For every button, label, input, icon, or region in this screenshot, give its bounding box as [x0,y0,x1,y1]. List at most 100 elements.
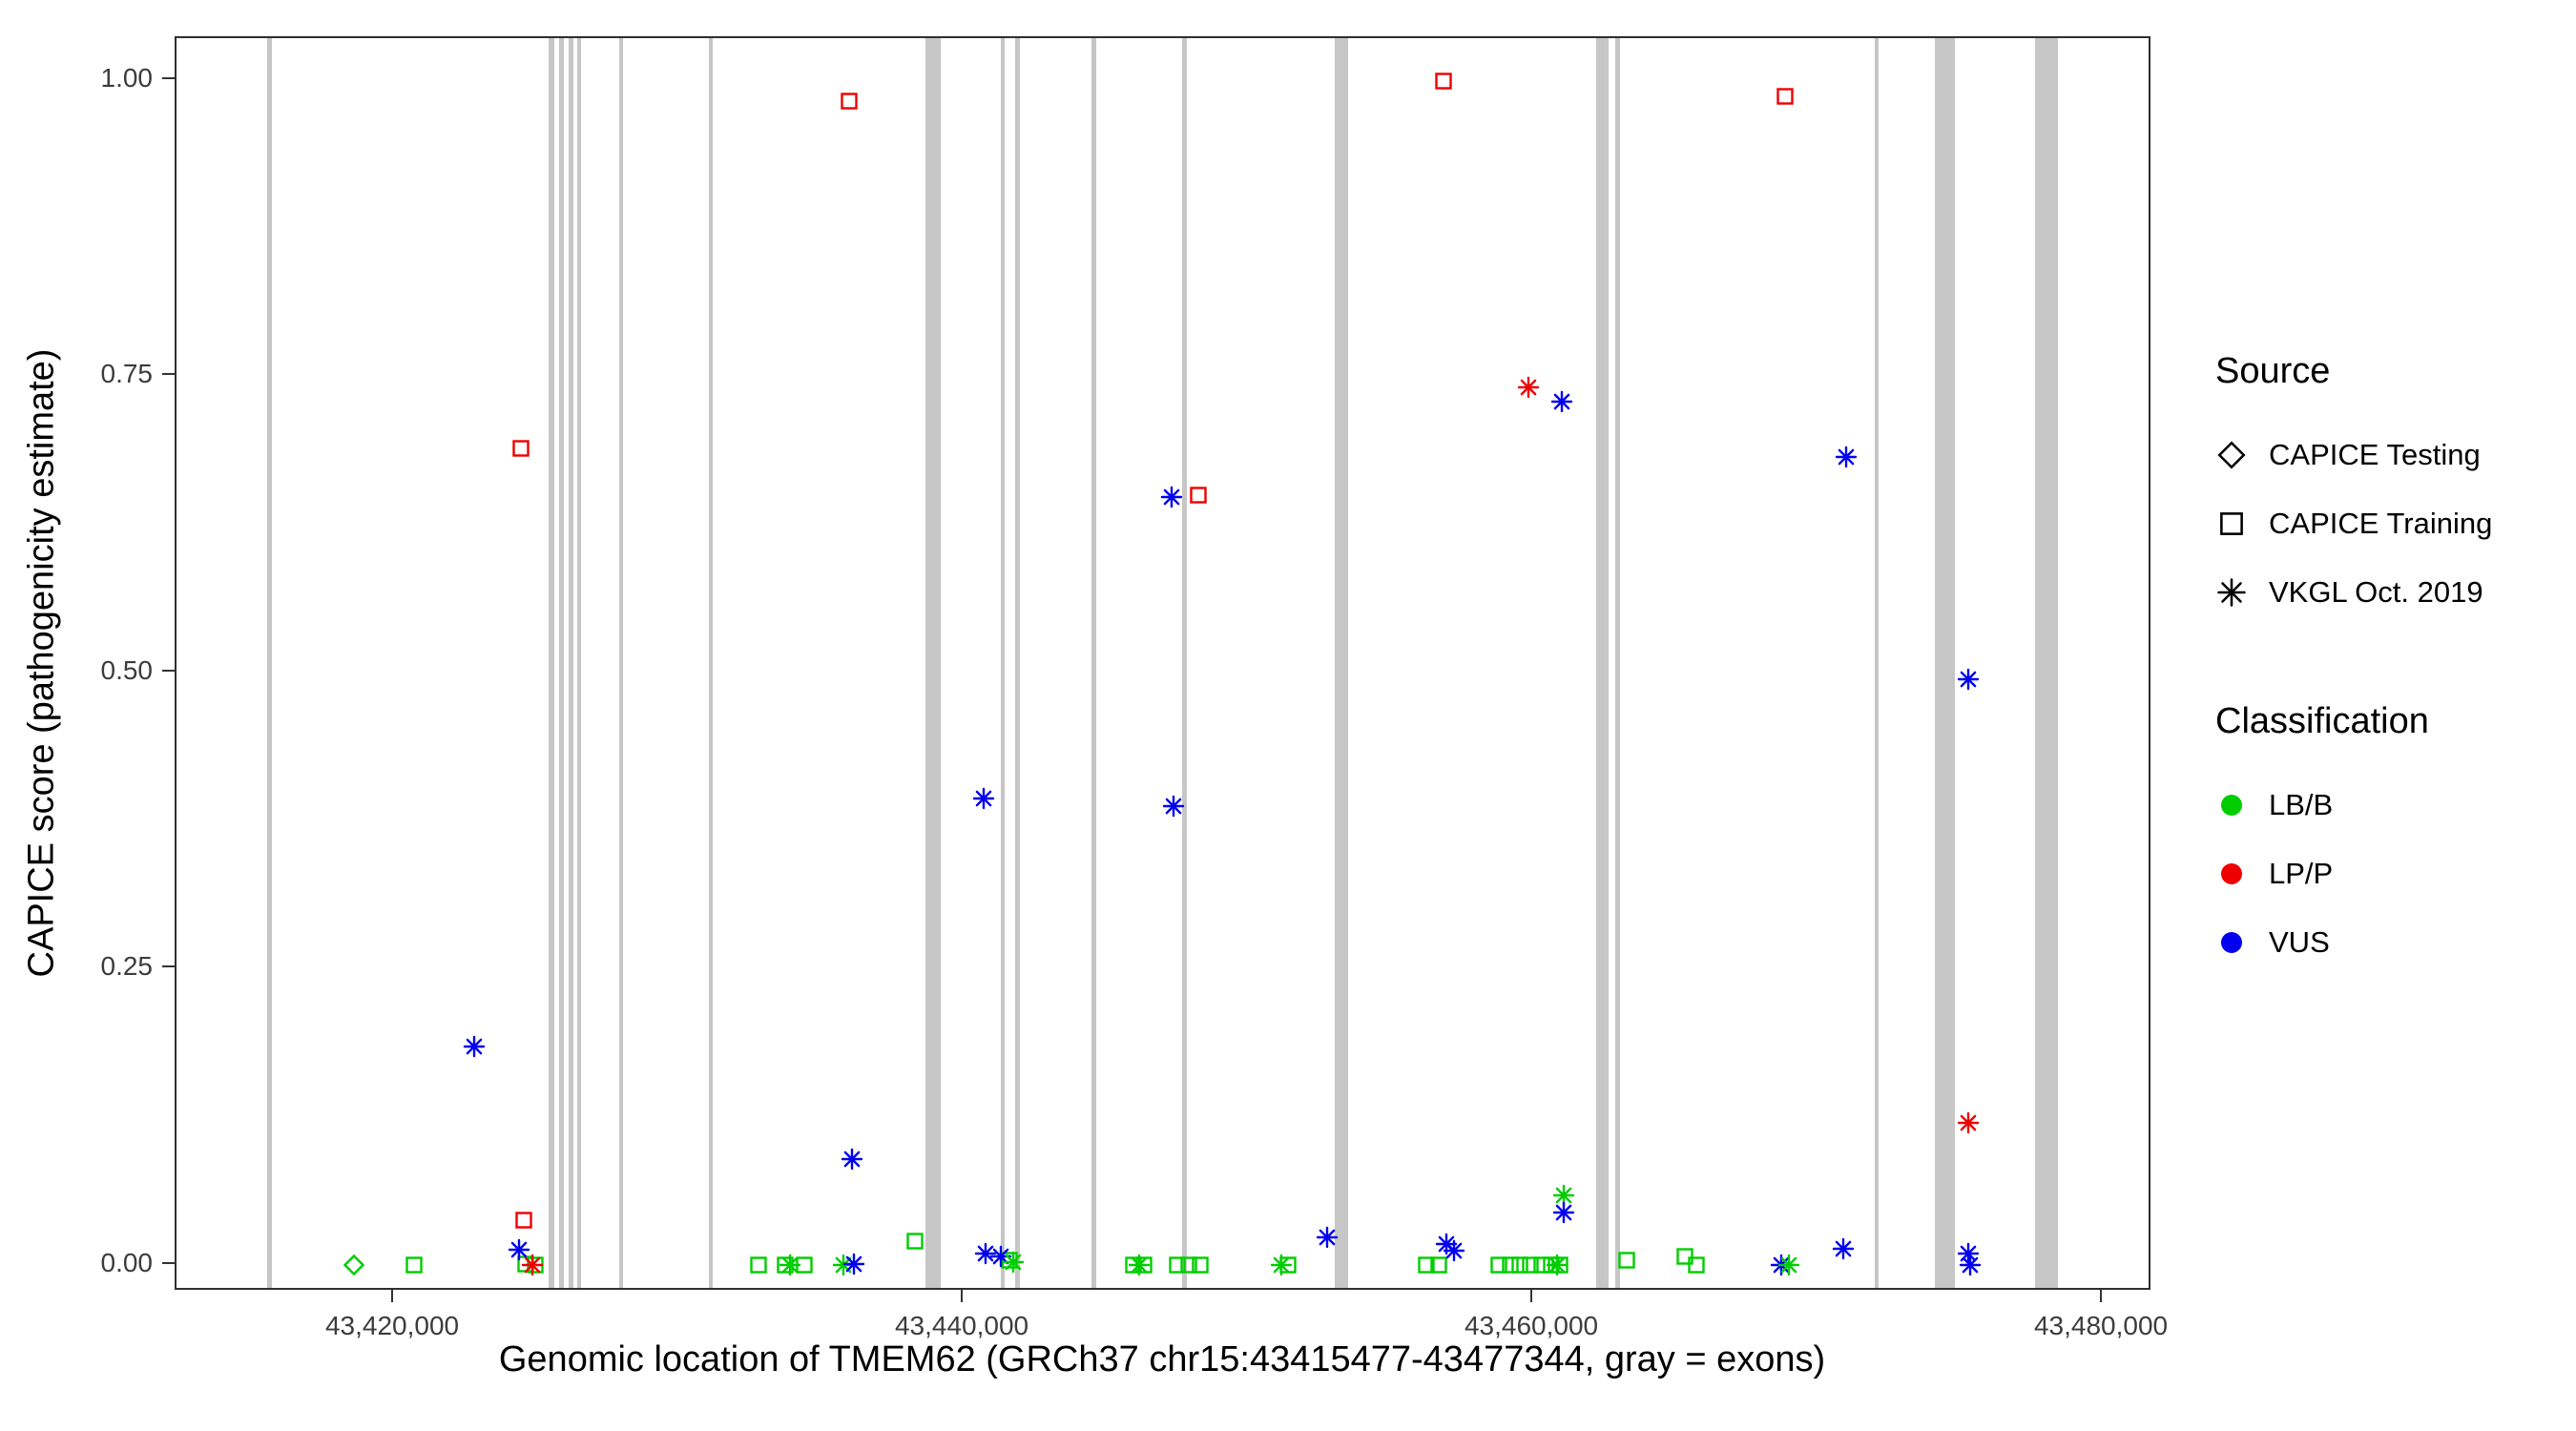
asterisk-icon [2215,576,2248,609]
data-point [343,1254,365,1276]
data-point [1128,1254,1151,1276]
data-point [904,1230,926,1253]
x-axis-tick [961,1290,964,1302]
y-axis-tick [162,965,175,968]
diamond-icon [2215,439,2248,471]
data-point [1122,1254,1145,1276]
data-point [1552,1184,1575,1207]
y-axis-tick [162,76,175,79]
data-point [1189,1254,1212,1276]
data-point [1160,486,1183,508]
data-point [1177,1254,1200,1276]
exon-bar [1000,38,1006,1288]
data-point [1499,1254,1522,1276]
data-point [1832,1237,1855,1260]
data-point [779,1254,801,1276]
y-axis-tick-label: 0.25 [100,951,154,982]
data-point [1132,1254,1155,1276]
blue-dot-icon [2215,926,2248,959]
exon-bar [558,38,564,1288]
data-point [1777,1254,1800,1276]
legend-label-vus: VUS [2269,925,2330,959]
plot-panel [175,36,2150,1290]
data-point [1685,1254,1708,1276]
exon-bar [708,38,714,1288]
exon-bar [569,38,573,1288]
data-point [1487,1254,1510,1276]
exon-bar [1934,38,1955,1288]
data-point [842,1253,865,1275]
data-point [512,1209,535,1232]
data-point [1432,70,1455,93]
red-dot-icon [2215,858,2248,890]
legend-item-lpp: LP/P [2215,840,2570,908]
legend-label-vkgl: VKGL Oct. 2019 [2269,575,2483,609]
legend-label-lbb: LB/B [2269,788,2334,821]
legend-item-lbb: LB/B [2215,771,2570,840]
y-axis-tick-label: 1.00 [100,62,154,93]
legend-label-capice-training: CAPICE Training [2269,507,2493,540]
data-point [524,1254,547,1276]
x-axis-tick [391,1290,394,1302]
legend: Source CAPICE Testing CAPICE Training VK… [2215,351,2570,977]
data-point [1277,1254,1299,1276]
data-point [521,1254,544,1276]
data-point [1508,1254,1531,1276]
data-point [1774,85,1797,108]
data-point [1835,446,1858,468]
data-point [1427,1254,1450,1276]
data-point [841,1148,863,1171]
x-axis-tick [1530,1290,1533,1302]
data-point [838,90,861,113]
x-axis-title: Genomic location of TMEM62 (GRCh37 chr15… [498,1339,1826,1379]
data-point [1957,668,1980,691]
legend-spacer [2215,627,2570,701]
data-point [1552,1201,1575,1224]
data-point [974,1242,997,1265]
y-axis-tick [162,1261,175,1264]
x-axis-tick-label: 43,440,000 [894,1311,1029,1340]
data-point [1550,390,1573,413]
y-axis-tick-label: 0.00 [100,1247,154,1277]
data-point [1519,1254,1542,1276]
data-point [1548,1254,1571,1276]
legend-label-capice-testing: CAPICE Testing [2269,438,2481,471]
exon-bar [1091,38,1096,1288]
y-axis-tick-label: 0.75 [100,359,154,389]
exon-bar [1614,38,1620,1288]
exon-bar [1335,38,1349,1288]
data-point [832,1254,855,1276]
legend-item-vkgl: VKGL Oct. 2019 [2215,558,2570,627]
data-point [463,1035,486,1058]
data-point [1540,1254,1563,1276]
data-point [774,1254,797,1276]
legend-item-vus: VUS [2215,908,2570,977]
legend-item-capice-training: CAPICE Training [2215,489,2570,558]
legend-source-title: Source [2215,351,2331,391]
data-point [1957,1242,1980,1265]
data-point [1546,1254,1568,1276]
x-axis-tick-label: 43,480,000 [2033,1311,2169,1340]
x-axis-tick [2100,1290,2103,1302]
data-point [1673,1245,1696,1268]
data-point [403,1254,426,1276]
legend-label-lpp: LP/P [2269,857,2334,890]
data-point [1530,1254,1553,1276]
data-point [1270,1254,1293,1276]
data-point [793,1254,816,1276]
data-point [1443,1239,1465,1262]
exon-bar [924,38,941,1288]
data-point [972,787,995,810]
y-axis-tick [162,669,175,672]
data-point [1187,484,1210,507]
exon-bar [618,38,624,1288]
data-point [509,437,532,460]
exon-bar [1181,38,1188,1288]
data-point [1002,1251,1025,1274]
legend-classification-title: Classification [2215,701,2429,741]
data-point [1770,1254,1793,1276]
data-point [1959,1254,1982,1276]
x-axis-tick-label: 43,420,000 [324,1311,460,1340]
data-point [1517,376,1540,399]
